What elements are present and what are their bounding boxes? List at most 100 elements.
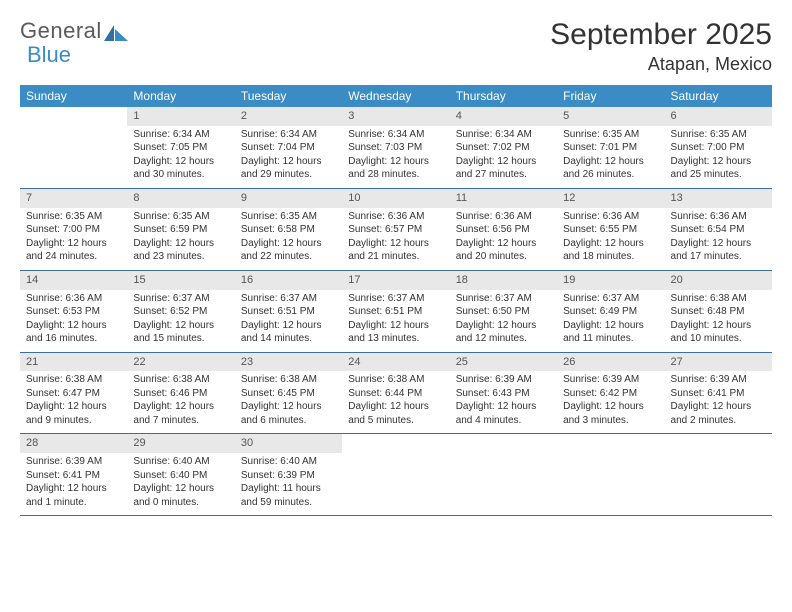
day-cell: 13Sunrise: 6:36 AMSunset: 6:54 PMDayligh… [665,189,772,270]
day-number: 9 [235,189,342,208]
daylight-line: Daylight: 12 hours and 20 minutes. [456,237,551,264]
dow-header: Friday [557,85,664,107]
day-text: Sunrise: 6:36 AMSunset: 6:56 PMDaylight:… [450,208,557,270]
sunset-line: Sunset: 6:56 PM [456,223,551,237]
sunrise-line: Sunrise: 6:38 AM [133,373,228,387]
day-cell [342,434,449,515]
sunset-line: Sunset: 7:05 PM [133,141,228,155]
day-cell: 28Sunrise: 6:39 AMSunset: 6:41 PMDayligh… [20,434,127,515]
day-text: Sunrise: 6:37 AMSunset: 6:50 PMDaylight:… [450,290,557,352]
week-row: 14Sunrise: 6:36 AMSunset: 6:53 PMDayligh… [20,271,772,353]
day-number: 10 [342,189,449,208]
sunset-line: Sunset: 6:59 PM [133,223,228,237]
day-text: Sunrise: 6:35 AMSunset: 7:01 PMDaylight:… [557,126,664,188]
sunrise-line: Sunrise: 6:37 AM [241,292,336,306]
daylight-line: Daylight: 12 hours and 14 minutes. [241,319,336,346]
daylight-line: Daylight: 12 hours and 3 minutes. [563,400,658,427]
daylight-line: Daylight: 12 hours and 27 minutes. [456,155,551,182]
day-cell: 24Sunrise: 6:38 AMSunset: 6:44 PMDayligh… [342,353,449,434]
day-number: 21 [20,353,127,372]
day-text: Sunrise: 6:35 AMSunset: 6:58 PMDaylight:… [235,208,342,270]
day-cell: 22Sunrise: 6:38 AMSunset: 6:46 PMDayligh… [127,353,234,434]
sunrise-line: Sunrise: 6:40 AM [241,455,336,469]
day-text: Sunrise: 6:35 AMSunset: 6:59 PMDaylight:… [127,208,234,270]
day-cell: 8Sunrise: 6:35 AMSunset: 6:59 PMDaylight… [127,189,234,270]
sunset-line: Sunset: 7:00 PM [26,223,121,237]
day-cell [450,434,557,515]
logo: General [20,18,130,44]
day-number: 12 [557,189,664,208]
sunset-line: Sunset: 7:02 PM [456,141,551,155]
daylight-line: Daylight: 12 hours and 1 minute. [26,482,121,509]
daylight-line: Daylight: 12 hours and 4 minutes. [456,400,551,427]
day-text: Sunrise: 6:35 AMSunset: 7:00 PMDaylight:… [665,126,772,188]
day-number: 14 [20,271,127,290]
header: General September 2025 Atapan, Mexico [20,18,772,75]
sunrise-line: Sunrise: 6:37 AM [563,292,658,306]
sunrise-line: Sunrise: 6:37 AM [348,292,443,306]
sunrise-line: Sunrise: 6:34 AM [241,128,336,142]
dow-header: Tuesday [235,85,342,107]
day-cell: 9Sunrise: 6:35 AMSunset: 6:58 PMDaylight… [235,189,342,270]
day-cell: 10Sunrise: 6:36 AMSunset: 6:57 PMDayligh… [342,189,449,270]
day-cell: 30Sunrise: 6:40 AMSunset: 6:39 PMDayligh… [235,434,342,515]
month-title: September 2025 [550,18,772,52]
day-cell: 23Sunrise: 6:38 AMSunset: 6:45 PMDayligh… [235,353,342,434]
sunset-line: Sunset: 6:55 PM [563,223,658,237]
day-text: Sunrise: 6:37 AMSunset: 6:52 PMDaylight:… [127,290,234,352]
daylight-line: Daylight: 12 hours and 18 minutes. [563,237,658,264]
day-text: Sunrise: 6:36 AMSunset: 6:53 PMDaylight:… [20,290,127,352]
day-cell: 1Sunrise: 6:34 AMSunset: 7:05 PMDaylight… [127,107,234,188]
day-text: Sunrise: 6:36 AMSunset: 6:54 PMDaylight:… [665,208,772,270]
sunrise-line: Sunrise: 6:37 AM [456,292,551,306]
daylight-line: Daylight: 12 hours and 13 minutes. [348,319,443,346]
day-cell: 20Sunrise: 6:38 AMSunset: 6:48 PMDayligh… [665,271,772,352]
sunrise-line: Sunrise: 6:36 AM [671,210,766,224]
day-text: Sunrise: 6:37 AMSunset: 6:51 PMDaylight:… [235,290,342,352]
daylight-line: Daylight: 12 hours and 30 minutes. [133,155,228,182]
sunrise-line: Sunrise: 6:36 AM [348,210,443,224]
sunrise-line: Sunrise: 6:39 AM [671,373,766,387]
sunset-line: Sunset: 7:03 PM [348,141,443,155]
sunrise-line: Sunrise: 6:37 AM [133,292,228,306]
day-text: Sunrise: 6:37 AMSunset: 6:51 PMDaylight:… [342,290,449,352]
day-number: 25 [450,353,557,372]
sunset-line: Sunset: 6:54 PM [671,223,766,237]
sunrise-line: Sunrise: 6:36 AM [563,210,658,224]
dow-header: Sunday [20,85,127,107]
day-text: Sunrise: 6:39 AMSunset: 6:41 PMDaylight:… [20,453,127,515]
day-number: 5 [557,107,664,126]
daylight-line: Daylight: 12 hours and 10 minutes. [671,319,766,346]
daylight-line: Daylight: 12 hours and 9 minutes. [26,400,121,427]
sunrise-line: Sunrise: 6:34 AM [348,128,443,142]
day-text: Sunrise: 6:38 AMSunset: 6:48 PMDaylight:… [665,290,772,352]
sunset-line: Sunset: 6:45 PM [241,387,336,401]
daylight-line: Daylight: 12 hours and 22 minutes. [241,237,336,264]
day-cell: 3Sunrise: 6:34 AMSunset: 7:03 PMDaylight… [342,107,449,188]
sunrise-line: Sunrise: 6:35 AM [26,210,121,224]
sunset-line: Sunset: 6:49 PM [563,305,658,319]
day-number: 2 [235,107,342,126]
sunset-line: Sunset: 6:58 PM [241,223,336,237]
day-number: 17 [342,271,449,290]
sunrise-line: Sunrise: 6:35 AM [241,210,336,224]
sunset-line: Sunset: 6:48 PM [671,305,766,319]
day-text: Sunrise: 6:37 AMSunset: 6:49 PMDaylight:… [557,290,664,352]
day-cell: 27Sunrise: 6:39 AMSunset: 6:41 PMDayligh… [665,353,772,434]
sunset-line: Sunset: 6:53 PM [26,305,121,319]
sunrise-line: Sunrise: 6:35 AM [563,128,658,142]
day-number: 7 [20,189,127,208]
sunrise-line: Sunrise: 6:35 AM [671,128,766,142]
day-text: Sunrise: 6:38 AMSunset: 6:46 PMDaylight:… [127,371,234,433]
week-row: 21Sunrise: 6:38 AMSunset: 6:47 PMDayligh… [20,353,772,435]
day-text: Sunrise: 6:40 AMSunset: 6:39 PMDaylight:… [235,453,342,515]
sunrise-line: Sunrise: 6:34 AM [133,128,228,142]
day-number: 6 [665,107,772,126]
day-number: 4 [450,107,557,126]
day-number: 26 [557,353,664,372]
day-cell: 14Sunrise: 6:36 AMSunset: 6:53 PMDayligh… [20,271,127,352]
daylight-line: Daylight: 12 hours and 0 minutes. [133,482,228,509]
daylight-line: Daylight: 12 hours and 12 minutes. [456,319,551,346]
day-cell: 12 Sunrise: 6:36 AMSunset: 6:55 PMDayligh… [557,189,664,270]
sunset-line: Sunset: 6:41 PM [671,387,766,401]
